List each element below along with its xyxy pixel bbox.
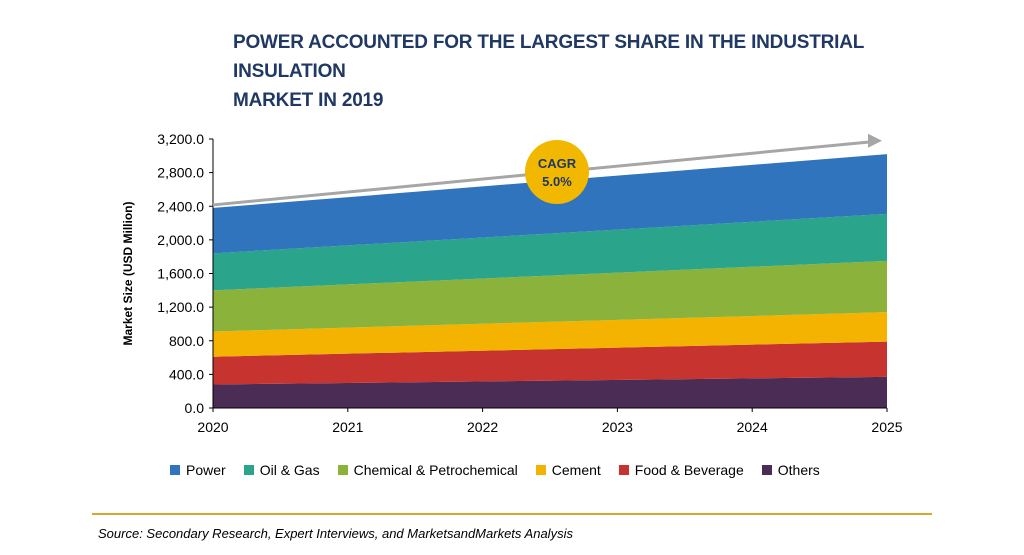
y-tick-label: 1,600.0 bbox=[157, 266, 204, 282]
chart-title-line2: MARKET IN 2019 bbox=[233, 90, 384, 111]
legend-item-cement: Cement bbox=[535, 462, 601, 478]
legend-swatch bbox=[535, 465, 546, 475]
y-tick-label: 400.0 bbox=[169, 366, 204, 382]
legend-swatch bbox=[618, 465, 629, 475]
y-tick-label: 1,200.0 bbox=[157, 299, 204, 315]
y-tick-label: 2,800.0 bbox=[157, 165, 204, 181]
legend: Power Oil & Gas Chemical & Petrochemical Ce… bbox=[170, 462, 820, 478]
y-tick-label: 2,400.0 bbox=[157, 198, 204, 214]
area-food-beverage bbox=[213, 341, 887, 385]
area-cement bbox=[213, 312, 887, 357]
cagr-label: CAGR bbox=[538, 156, 577, 171]
y-tick-label: 3,200.0 bbox=[157, 131, 204, 147]
x-tick-label: 2024 bbox=[737, 419, 768, 435]
legend-label: Food & Beverage bbox=[634, 462, 744, 478]
legend-item-food-beverage: Food & Beverage bbox=[618, 462, 744, 478]
area-oil-gas bbox=[213, 213, 887, 291]
x-tick-label: 2022 bbox=[467, 419, 498, 435]
legend-label: Power bbox=[186, 462, 226, 478]
legend-swatch bbox=[337, 465, 348, 475]
area-power bbox=[213, 154, 887, 254]
source-note: Source: Secondary Research, Expert Inter… bbox=[98, 526, 573, 541]
x-tick-label: 2020 bbox=[197, 419, 228, 435]
chart-title: POWER ACCOUNTED FOR THE LARGEST SHARE IN… bbox=[233, 28, 953, 115]
x-tick-label: 2023 bbox=[602, 419, 633, 435]
legend-item-chemical-petrochemical: Chemical & Petrochemical bbox=[337, 462, 518, 478]
footer-divider bbox=[92, 513, 932, 515]
cagr-badge bbox=[525, 140, 589, 204]
y-tick-label: 2,000.0 bbox=[157, 232, 204, 248]
area-chemical-petrochemical bbox=[213, 260, 887, 332]
legend-label: Cement bbox=[551, 462, 601, 478]
chart-title-line1: POWER ACCOUNTED FOR THE LARGEST SHARE IN… bbox=[233, 32, 864, 82]
legend-item-power: Power bbox=[170, 462, 226, 478]
x-tick-label: 2025 bbox=[871, 419, 902, 435]
area-chart: 0.0 400.0 800.0 1,200.0 1,600.0 2,000.0 2,400.… bbox=[121, 131, 903, 435]
legend-item-oil-gas: Oil & Gas bbox=[243, 462, 320, 478]
x-tick-label: 2021 bbox=[332, 419, 363, 435]
legend-swatch bbox=[761, 465, 772, 475]
y-axis-title: Market Size (USD Million) bbox=[121, 201, 135, 345]
trend-arrow-head bbox=[868, 133, 882, 148]
y-tick-label: 0.0 bbox=[185, 400, 205, 416]
legend-label: Others bbox=[777, 462, 820, 478]
legend-swatch bbox=[170, 465, 180, 475]
legend-swatch bbox=[243, 465, 254, 475]
area-others bbox=[213, 376, 887, 408]
legend-label: Oil & Gas bbox=[259, 462, 320, 478]
y-tick-label: 800.0 bbox=[169, 333, 204, 349]
legend-item-others: Others bbox=[761, 462, 820, 478]
legend-label: Chemical & Petrochemical bbox=[353, 462, 518, 478]
cagr-value: 5.0% bbox=[542, 174, 572, 189]
